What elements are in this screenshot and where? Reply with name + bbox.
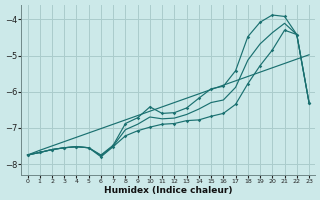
X-axis label: Humidex (Indice chaleur): Humidex (Indice chaleur) xyxy=(104,186,233,195)
